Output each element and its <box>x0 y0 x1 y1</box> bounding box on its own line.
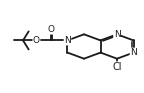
Text: O: O <box>48 25 55 34</box>
Text: N: N <box>64 36 71 45</box>
Text: Cl: Cl <box>112 62 122 72</box>
Text: N: N <box>114 30 120 39</box>
Text: N: N <box>130 48 137 57</box>
Text: O: O <box>33 36 40 45</box>
